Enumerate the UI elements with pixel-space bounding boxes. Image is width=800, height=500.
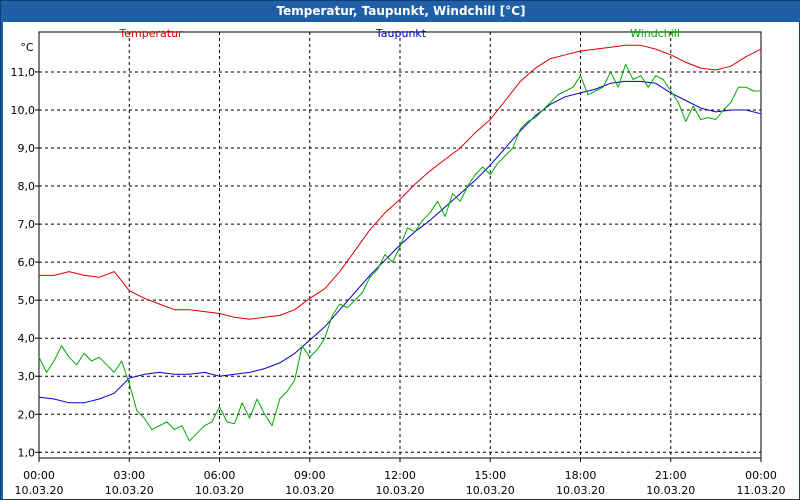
x-tick-date: 10.03.20: [466, 484, 515, 497]
plot-frame: [38, 31, 762, 459]
x-tick-time: 21:00: [655, 469, 687, 482]
x-tick-date: 10.03.20: [15, 484, 64, 497]
y-tick-label: 9,0: [18, 142, 36, 155]
x-tick-time: 03:00: [113, 469, 145, 482]
y-tick-label: 6,0: [18, 256, 36, 269]
legend-temperatur: Temperatur: [118, 27, 183, 40]
y-tick-label: 10,0: [11, 104, 36, 117]
y-tick-label: 3,0: [18, 370, 36, 383]
y-axis-unit: °C: [20, 41, 34, 54]
y-tick-label: 8,0: [18, 180, 36, 193]
x-tick-date: 10.03.20: [285, 484, 334, 497]
x-tick-time: 12:00: [384, 469, 416, 482]
y-tick-label: 5,0: [18, 294, 36, 307]
x-tick-time: 18:00: [565, 469, 597, 482]
chart-title: Temperatur, Taupunkt, Windchill [°C]: [1, 1, 800, 21]
series-line-windchill: [38, 63, 761, 442]
y-tick-label: 4,0: [18, 332, 36, 345]
x-tick-date: 10.03.20: [376, 484, 425, 497]
x-tick-time: 06:00: [204, 469, 236, 482]
x-tick-date: 11.03.20: [737, 484, 786, 497]
chart-svg: 1,0 2,0 3,0 4,0 5,0 6,0 7,0 8,0 9,0 10,0 11,0 00:00…: [11, 27, 786, 497]
x-tick-date: 10.03.20: [556, 484, 605, 497]
y-tick-label: 11,0: [11, 66, 36, 79]
x-tick-time: 09:00: [294, 469, 326, 482]
x-tick-date: 10.03.20: [105, 484, 154, 497]
x-tick-date: 10.03.20: [195, 484, 244, 497]
plot-panel: 1,0 2,0 3,0 4,0 5,0 6,0 7,0 8,0 9,0 10,0 11,0 00:00…: [3, 22, 799, 499]
series-line-taupunkt: [38, 80, 762, 404]
y-tick-label: 2,0: [18, 408, 36, 421]
x-tick-date: 10.03.20: [646, 484, 695, 497]
legend-taupunkt: Taupunkt: [375, 27, 427, 40]
series-line-temperatur: [39, 44, 762, 320]
x-tick-time: 00:00: [745, 469, 777, 482]
y-tick-label: 7,0: [18, 218, 36, 231]
legend-windchill: Windchill: [630, 27, 680, 40]
x-tick-time: 00:00: [23, 469, 55, 482]
x-tick-time: 15:00: [474, 469, 506, 482]
y-tick-label: 1,0: [18, 446, 36, 459]
